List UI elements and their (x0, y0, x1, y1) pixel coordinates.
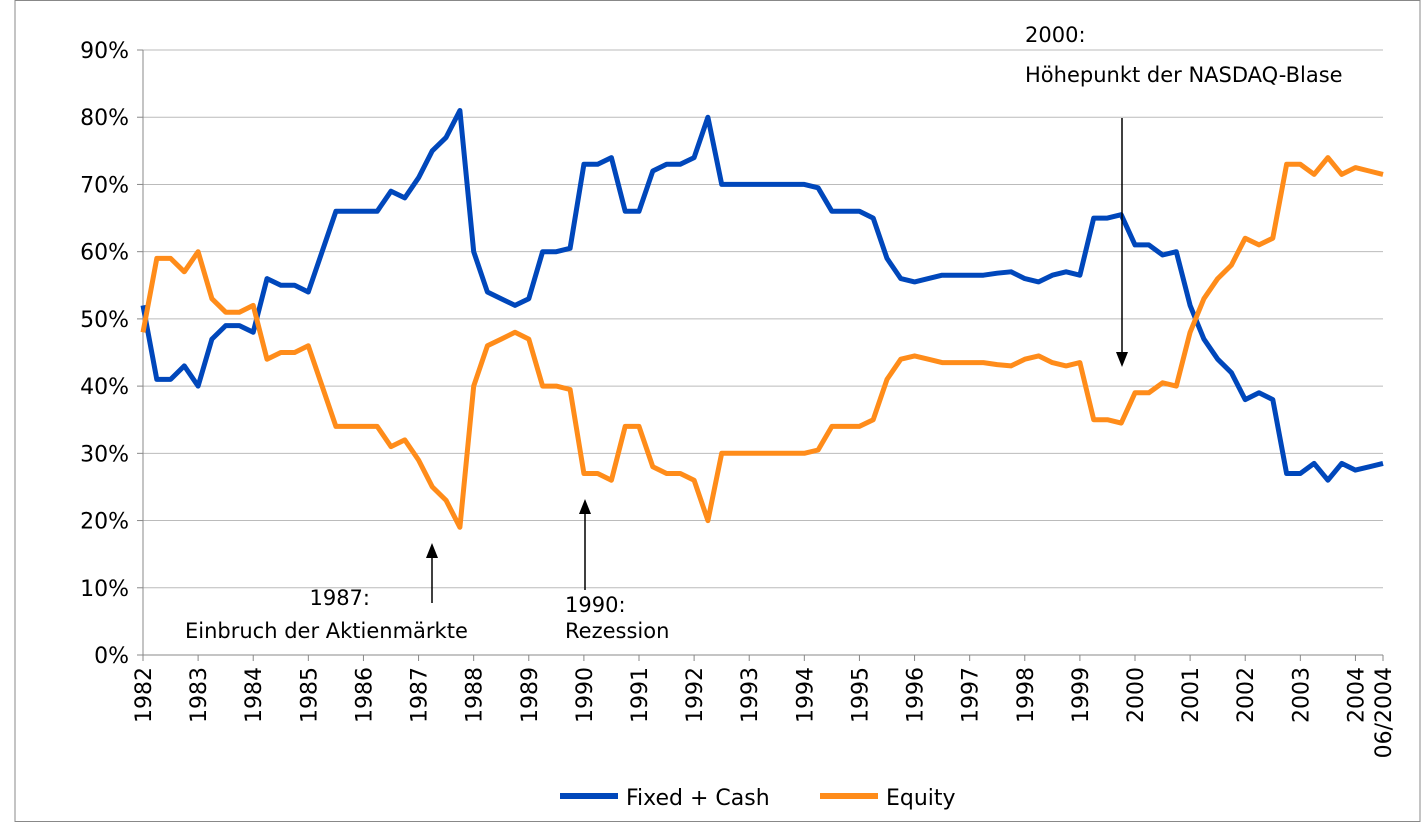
x-tick-label: 1986 (352, 667, 377, 723)
annotation: Rezession (565, 619, 669, 643)
series-line (140, 155, 1384, 530)
x-tick-label: 2001 (1179, 667, 1204, 723)
y-tick-label: 60% (80, 241, 129, 266)
y-tick-label: 90% (80, 39, 129, 64)
x-tick-label: 2000 (1124, 667, 1149, 723)
y-tick-label: 0% (94, 644, 129, 669)
arrowhead (579, 499, 591, 514)
x-tick-label: 06/2004 (1372, 667, 1397, 758)
x-tick-label: 1985 (297, 667, 322, 723)
legend-label: Fixed + Cash (626, 786, 770, 811)
annotation: 1987: (309, 586, 370, 610)
x-tick-label: 1983 (187, 667, 212, 723)
y-tick-label: 80% (80, 106, 129, 131)
x-tick-label: 1988 (463, 667, 488, 723)
y-tick-label: 30% (80, 442, 129, 467)
x-tick-label: 1987 (408, 667, 433, 723)
arrowhead (426, 543, 438, 558)
x-tick-label: 1982 (132, 667, 157, 723)
x-tick-label: 1989 (518, 667, 543, 723)
x-tick-label: 2002 (1234, 667, 1259, 723)
x-tick-label: 2004 (1344, 667, 1369, 723)
y-tick-label: 50% (80, 308, 129, 333)
x-tick-label: 2003 (1289, 667, 1314, 723)
x-tick-label: 1998 (1014, 667, 1039, 723)
x-tick-label: 1997 (959, 667, 984, 723)
y-tick-label: 70% (80, 173, 129, 198)
annotation: Höhepunkt der NASDAQ-Blase (1025, 63, 1343, 87)
y-tick-label: 20% (80, 510, 129, 535)
x-tick-label: 1984 (242, 667, 267, 723)
annotation: Einbruch der Aktienmärkte (185, 619, 468, 643)
x-tick-label: 1996 (904, 667, 929, 723)
annotation: 1990: (565, 593, 626, 617)
x-tick-label: 1999 (1069, 667, 1094, 723)
arrowhead (1116, 352, 1128, 367)
annotation: 2000: (1025, 23, 1086, 47)
y-tick-label: 10% (80, 577, 129, 602)
series-line (140, 108, 1384, 483)
x-tick-label: 1991 (628, 667, 653, 723)
x-tick-label: 1995 (848, 667, 873, 723)
frame (14, 0, 1421, 822)
x-tick-label: 1992 (683, 667, 708, 723)
x-tick-label: 1994 (793, 667, 818, 723)
legend-label: Equity (886, 786, 956, 811)
x-tick-label: 1990 (573, 667, 598, 723)
y-tick-label: 40% (80, 375, 129, 400)
x-tick-label: 1993 (738, 667, 763, 723)
